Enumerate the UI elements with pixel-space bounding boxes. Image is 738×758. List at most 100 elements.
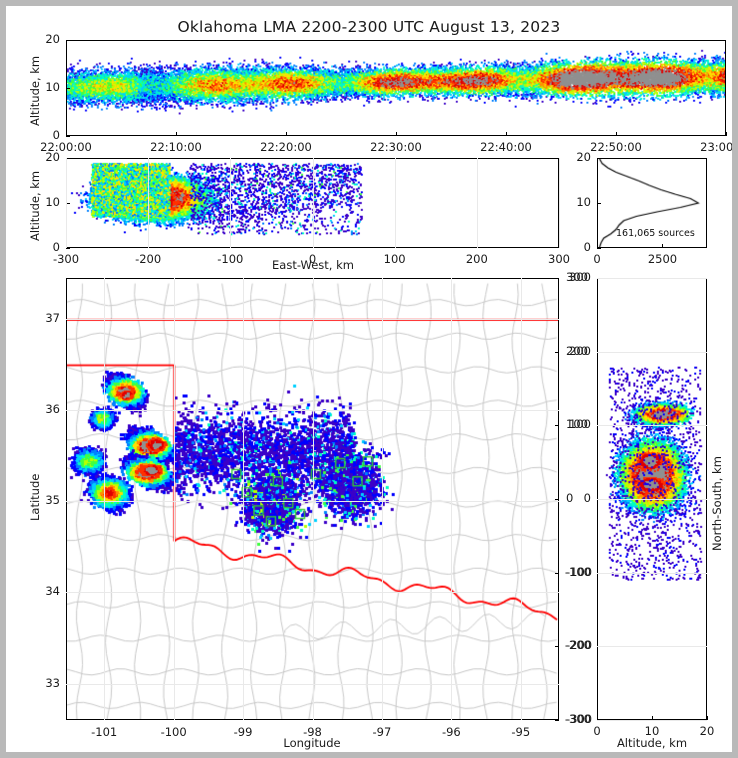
gridline [243, 278, 245, 720]
gridline [230, 158, 232, 248]
axis-tick-label: 100 [383, 252, 406, 266]
gridline [381, 278, 383, 720]
axis-tick [176, 132, 177, 136]
figure-title: Oklahoma LMA 2200-2300 UTC August 13, 20… [177, 18, 561, 36]
gridline [66, 501, 559, 503]
axis-tick-label: -100 [160, 725, 187, 739]
axis-tick-label: 0 [52, 240, 60, 254]
axis-tick [597, 244, 598, 248]
axis-tick-label: 0 [593, 252, 601, 266]
east-west-xlabel: East-West, km [272, 258, 354, 272]
axis-tick [597, 248, 601, 249]
axis-tick-label: 0 [52, 128, 60, 142]
axis-tick-label: -101 [91, 725, 118, 739]
axis-tick-label: 20 [699, 724, 715, 738]
axis-tick-label: 22:00:00 [40, 140, 92, 154]
gridline [451, 278, 453, 720]
axis-tick-label: 20 [45, 150, 60, 164]
map-xlabel: Longitude [283, 736, 341, 750]
axis-tick [726, 132, 727, 136]
axis-tick-label: 10 [45, 80, 60, 94]
gridline [597, 425, 707, 427]
gridline [394, 158, 396, 248]
axis-tick-label: 200 [569, 343, 591, 358]
axis-tick [652, 716, 653, 720]
gridline [597, 646, 707, 648]
gridline [66, 592, 559, 594]
axis-tick-label: 0 [593, 724, 601, 738]
gridline [597, 720, 707, 721]
axis-tick [66, 248, 70, 249]
axis-tick [555, 499, 559, 500]
gridline [597, 499, 707, 500]
gridline [312, 278, 314, 720]
axis-tick-label: -300 [52, 252, 80, 266]
time-height-panel[interactable] [66, 40, 726, 136]
axis-tick-label: 35 [45, 493, 60, 508]
gridline [476, 158, 478, 248]
axis-tick-label: 36 [45, 402, 60, 417]
gridline [597, 572, 707, 574]
gridline [66, 410, 559, 412]
gridline [66, 158, 67, 248]
gridline [559, 158, 560, 248]
axis-tick-label: 0 [308, 252, 317, 266]
axis-tick [286, 132, 287, 136]
axis-tick-label: -100 [566, 564, 593, 579]
axis-tick-label: 22:40:00 [480, 140, 532, 154]
axis-tick-label: -95 [511, 725, 531, 739]
axis-tick [616, 132, 617, 136]
axis-tick-label: 34 [45, 584, 60, 599]
north-south-ylabel: North-South, km [710, 456, 724, 551]
axis-tick [597, 203, 601, 204]
axis-tick-label: 300 [566, 270, 588, 284]
axis-tick [555, 351, 559, 353]
axis-tick-label: 33 [45, 675, 60, 690]
gridline [597, 351, 707, 353]
altitude-histogram-curve [598, 159, 706, 247]
axis-tick [707, 716, 708, 720]
source-count-annotation: 161,065 sources [616, 228, 695, 239]
gridline [173, 278, 175, 720]
gridline [597, 278, 707, 279]
axis-tick-label: 20 [45, 32, 60, 46]
axis-tick [662, 244, 664, 248]
axis-tick [66, 158, 70, 159]
axis-tick-label: -300 [566, 712, 593, 726]
altitude-histogram-panel[interactable]: 161,065 sources [597, 158, 707, 248]
figure-canvas: Oklahoma LMA 2200-2300 UTC August 13, 20… [6, 6, 732, 752]
axis-tick-label: 300 [548, 252, 570, 266]
axis-tick-label: -200 [564, 638, 591, 653]
axis-tick [555, 720, 559, 721]
gridline [66, 319, 559, 320]
axis-tick-label: -98 [303, 725, 322, 739]
axis-tick-label: 37 [45, 311, 60, 325]
axis-tick [66, 136, 70, 137]
axis-tick-label: 300 [569, 270, 591, 284]
axis-tick-label: -99 [233, 725, 253, 739]
axis-tick-label: 10 [576, 195, 591, 209]
gridline [312, 158, 314, 248]
axis-tick [66, 40, 70, 41]
axis-tick [396, 132, 397, 136]
axis-tick [66, 88, 70, 89]
time-height-scatter [67, 41, 725, 135]
axis-tick [506, 132, 507, 136]
gridline [520, 278, 522, 720]
axis-tick-label: 2500 [647, 252, 678, 266]
axis-tick-label: 10 [644, 724, 660, 738]
axis-tick-label: 200 [566, 343, 588, 358]
axis-tick-label: 100 [569, 417, 591, 432]
axis-tick-label: 22:30:00 [370, 140, 422, 154]
gridline [104, 278, 106, 720]
axis-tick [555, 572, 559, 574]
axis-tick [555, 646, 559, 648]
axis-tick [66, 132, 67, 136]
axis-tick-label: -96 [441, 725, 461, 739]
axis-tick [555, 425, 559, 427]
axis-tick-label: 0 [566, 491, 574, 505]
axis-tick [597, 716, 598, 720]
axis-tick-label: -200 [566, 638, 593, 653]
axis-tick [597, 158, 601, 159]
axis-tick-label: 0 [583, 491, 591, 505]
